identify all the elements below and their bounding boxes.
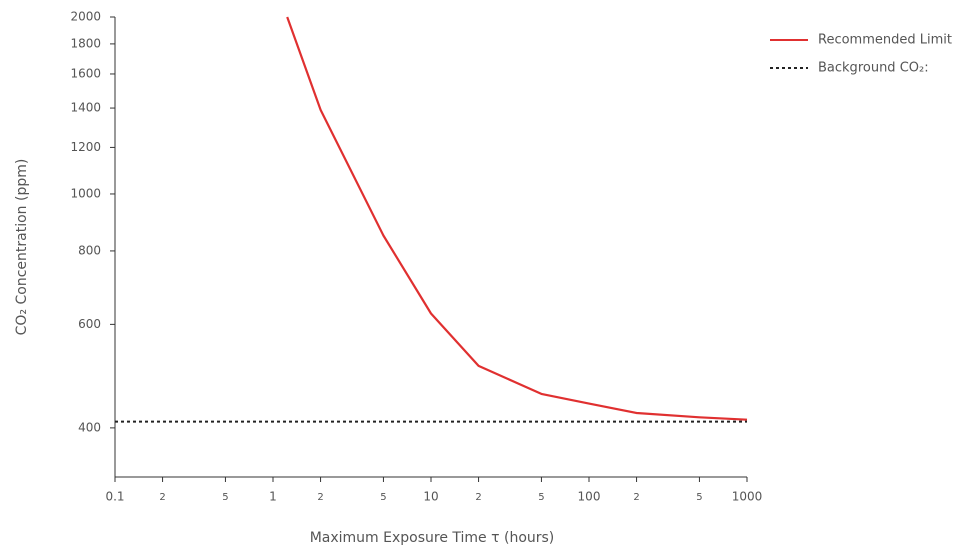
x-tick-label: 5: [696, 492, 702, 503]
x-tick-label: 0.1: [105, 490, 124, 504]
y-tick-label: 1600: [70, 66, 101, 80]
y-tick-label: 400: [78, 420, 101, 434]
x-tick-label: 5: [222, 492, 228, 503]
x-tick-label: 2: [475, 492, 481, 503]
legend-label: Background CO₂:: [818, 61, 929, 76]
x-tick-label: 2: [633, 492, 639, 503]
x-tick-label: 5: [380, 492, 386, 503]
y-tick-label: 1400: [70, 101, 101, 115]
legend-label: Recommended Limit: [818, 33, 952, 48]
y-tick-label: 600: [78, 317, 101, 331]
series-line: [286, 16, 748, 421]
x-tick-label: 2: [317, 492, 323, 503]
x-tick-label: 1: [269, 490, 277, 504]
y-axis-title: CO₂ Concentration (ppm): [14, 159, 30, 336]
y-tick-label: 1800: [70, 36, 101, 50]
x-tick-label: 100: [578, 490, 601, 504]
y-tick-label: 2000: [70, 10, 101, 24]
x-tick-label: 1000: [732, 490, 763, 504]
y-tick-label: 1200: [70, 140, 101, 154]
y-tick-label: 800: [78, 243, 101, 257]
x-axis-title: Maximum Exposure Time τ (hours): [310, 530, 555, 546]
x-tick-label: 5: [538, 492, 544, 503]
y-tick-label: 1000: [70, 186, 101, 200]
x-tick-label: 2: [159, 492, 165, 503]
x-tick-label: 10: [423, 490, 438, 504]
